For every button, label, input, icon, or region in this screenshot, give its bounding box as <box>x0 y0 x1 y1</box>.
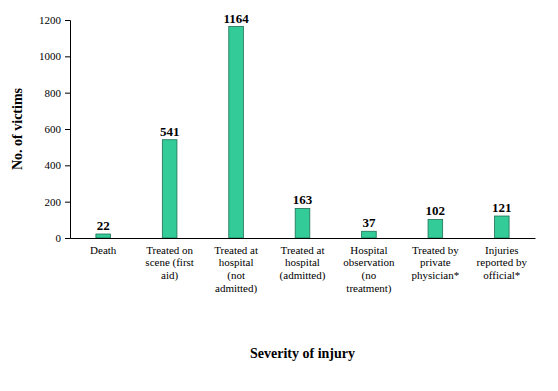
tick-mark <box>65 238 70 239</box>
tick-label-line: physician* <box>412 269 460 281</box>
tick-label: Treated athospital(admitted) <box>280 244 326 282</box>
tick: 400 <box>45 159 71 171</box>
tick: Treated byprivatephysician* <box>412 244 460 281</box>
tick: 800 <box>45 87 71 99</box>
tick-label: 1000 <box>39 50 62 62</box>
tick-label-line: (no <box>362 269 377 282</box>
bars <box>96 27 509 238</box>
chart: 22 541 1164 163 37 102 121 0 200 400 600 800 1000 120… <box>0 0 558 391</box>
tick: 1000 <box>39 50 70 62</box>
data-label: 541 <box>160 124 180 139</box>
tick-label-line: Treated by <box>412 244 459 256</box>
tick-label-line: Treated at <box>214 244 258 256</box>
tick-mark <box>65 202 70 203</box>
bar <box>494 216 509 238</box>
data-label: 22 <box>97 218 110 233</box>
tick-label: Hospitalobservation(notreatment) <box>343 244 395 295</box>
tick-label: Injuriesreported byofficial* <box>477 244 528 281</box>
tick-mark <box>65 20 70 21</box>
data-labels: 22 541 1164 163 37 102 121 <box>97 11 512 233</box>
tick-label-line: aid) <box>161 269 178 282</box>
axis-line <box>65 21 71 239</box>
data-label: 121 <box>492 200 512 215</box>
tick-label-line: (admitted) <box>280 269 326 282</box>
tick-mark <box>65 56 70 57</box>
tick: 1200 <box>39 14 70 26</box>
data-label: 37 <box>362 215 376 230</box>
tick-label: Treated onscene (firstaid) <box>145 244 194 282</box>
data-label: 1164 <box>223 11 249 26</box>
data-label: 102 <box>426 203 446 218</box>
tick-label: 600 <box>45 123 62 135</box>
tick-label-line: admitted) <box>215 282 257 295</box>
tick: 600 <box>45 123 71 135</box>
tick-mark <box>65 129 70 130</box>
bar <box>295 208 310 238</box>
x-axis: Death Treated onscene (firstaid) Treated a… <box>71 239 536 295</box>
tick-label-line: Hospital <box>350 244 387 256</box>
bar <box>362 231 377 238</box>
tick-label: 400 <box>45 159 62 171</box>
tick: Treated athospital(admitted) <box>280 244 326 282</box>
tick-label: 800 <box>45 87 62 99</box>
data-label: 163 <box>293 192 313 207</box>
tick-label-line: reported by <box>477 256 528 268</box>
bar <box>96 234 111 238</box>
tick-label: Treated athospital(notadmitted) <box>214 244 258 295</box>
bar <box>428 219 443 238</box>
tick-label-line: scene (first <box>145 256 194 269</box>
axis-line <box>71 238 536 239</box>
tick: Treated athospital(notadmitted) <box>214 244 258 295</box>
tick-label-line: official* <box>483 269 520 281</box>
tick: Injuriesreported byofficial* <box>477 244 528 281</box>
tick-label-line: observation <box>343 256 395 268</box>
tick: Treated onscene (firstaid) <box>145 244 194 282</box>
tick-label: Death <box>90 244 117 256</box>
tick: Hospitalobservation(notreatment) <box>343 244 395 295</box>
tick-label: 200 <box>45 196 62 208</box>
tick-label-line: Treated at <box>281 244 325 256</box>
tick-label-line: treatment) <box>346 282 392 295</box>
y-axis: 0 200 400 600 800 1000 1200 <box>39 14 71 244</box>
tick-label: 0 <box>56 232 62 244</box>
bar <box>162 140 177 238</box>
tick-label-line: hospital <box>285 256 320 268</box>
tick-label-line: Injuries <box>485 244 519 256</box>
tick-label: 1200 <box>39 14 62 26</box>
bar <box>229 27 244 238</box>
tick-label-line: private <box>420 256 451 268</box>
y-axis-title: No. of victims <box>10 87 25 170</box>
tick: 200 <box>45 196 71 208</box>
tick-mark <box>65 165 70 166</box>
tick: Death <box>90 244 117 256</box>
x-axis-title: Severity of injury <box>250 346 355 361</box>
tick-label-line: Death <box>90 244 117 256</box>
tick-mark <box>65 93 70 94</box>
tick: 0 <box>56 232 71 244</box>
tick-label-line: hospital <box>219 256 254 268</box>
tick-label-line: Treated on <box>146 244 193 256</box>
tick-label: Treated byprivatephysician* <box>412 244 460 281</box>
tick-label-line: (not <box>227 269 245 282</box>
